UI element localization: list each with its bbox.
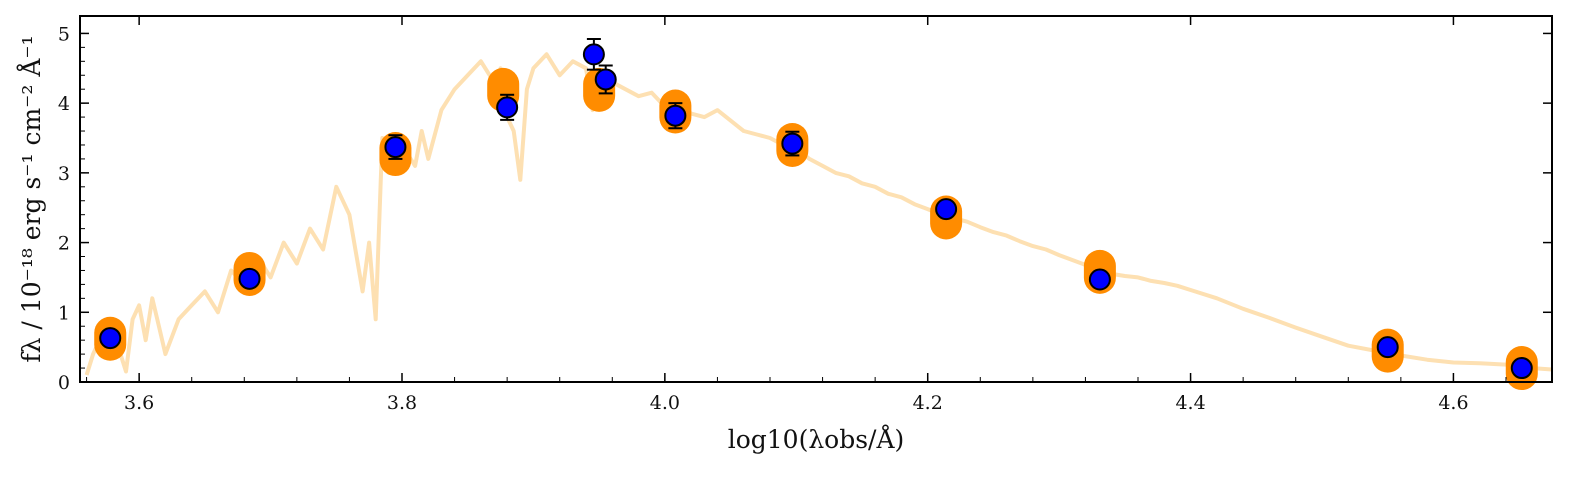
observed-photometry-point xyxy=(1088,268,1111,291)
observed-photometry-point xyxy=(781,132,804,155)
model-spectrum-layer xyxy=(84,52,1553,376)
y-tick-label: 1 xyxy=(58,302,70,324)
y-axis-label: fλ / 10⁻¹⁸ erg s⁻¹ cm⁻² Å⁻¹ xyxy=(16,35,46,362)
y-ticks: 0 1 2 3 4 5 xyxy=(58,23,1552,394)
x-tick-label: 3.6 xyxy=(124,392,154,414)
observed-photometry-point xyxy=(664,104,687,127)
x-tick-label: 4.6 xyxy=(1438,392,1468,414)
observed-photometry-point xyxy=(496,96,519,119)
observed-photometry-layer xyxy=(99,43,1533,380)
y-tick-label: 2 xyxy=(58,233,70,255)
observed-photometry-point xyxy=(594,68,617,91)
observed-photometry-point xyxy=(582,43,605,66)
y-tick-label: 4 xyxy=(58,93,70,115)
observed-photometry-point xyxy=(1376,336,1399,359)
x-axis-label: log10(λobs/Å) xyxy=(728,424,905,454)
observed-errorbar-layer xyxy=(103,38,1529,372)
observed-photometry-point xyxy=(99,327,122,350)
x-tick-label: 3.8 xyxy=(387,392,417,414)
y-tick-label: 3 xyxy=(58,163,70,185)
observed-photometry-point xyxy=(238,267,261,290)
y-tick-label: 5 xyxy=(58,23,70,45)
observed-photometry-point xyxy=(935,198,958,221)
x-tick-label: 4.2 xyxy=(913,392,943,414)
observed-photometry-point xyxy=(384,136,407,159)
observed-photometry-point xyxy=(1510,357,1533,380)
model-spectrum-line xyxy=(84,52,1553,376)
axes-frame xyxy=(79,15,1553,383)
x-ticks: 3.6 3.8 4.0 4.2 4.4 4.6 xyxy=(86,16,1507,414)
x-tick-label: 4.0 xyxy=(650,392,680,414)
x-tick-label: 4.4 xyxy=(1175,392,1205,414)
y-tick-label: 0 xyxy=(58,372,70,394)
